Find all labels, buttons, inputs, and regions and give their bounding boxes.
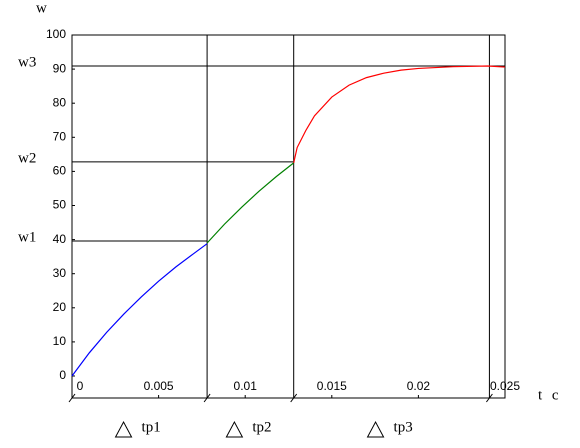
y-tick-label: 70 <box>53 129 67 143</box>
x-tick-label: 0.01 <box>234 379 258 393</box>
delta-symbol <box>366 420 385 438</box>
x-tick-label: 0.02 <box>407 379 431 393</box>
level-label: w1 <box>18 229 36 245</box>
y-tick-label: 30 <box>53 266 67 280</box>
interval-label: tp3 <box>394 419 413 435</box>
y-tick-label: 40 <box>53 232 67 246</box>
x-tick-label: 0.025 <box>490 379 520 393</box>
plot-frame <box>71 34 506 399</box>
interval-label: tp1 <box>142 419 161 435</box>
x-axis-label: t c <box>538 387 559 403</box>
y-tick-label: 10 <box>53 334 67 348</box>
x-tick-label: 0 <box>77 379 84 393</box>
delta-symbol <box>114 420 133 438</box>
y-tick-label: 60 <box>53 164 67 178</box>
y-tick-label: 50 <box>53 198 67 212</box>
axis-break <box>290 393 298 403</box>
y-tick-label: 20 <box>53 300 67 314</box>
axis-break <box>486 393 493 403</box>
curve <box>293 65 506 164</box>
curve <box>71 243 208 377</box>
curve <box>206 162 295 244</box>
interval-label: tp2 <box>252 419 271 435</box>
y-tick-label: 80 <box>53 95 67 109</box>
y-tick-label: 100 <box>46 27 66 41</box>
level-label: w3 <box>18 54 36 70</box>
delta-symbol <box>225 420 244 438</box>
level-label: w2 <box>18 150 36 166</box>
axis-break <box>68 393 76 403</box>
x-tick-label: 0.015 <box>317 379 347 393</box>
axis-break <box>203 393 211 403</box>
y-tick-label: 0 <box>59 368 66 382</box>
x-tick-label: 0.005 <box>144 379 174 393</box>
y-tick-label: 90 <box>53 61 67 75</box>
y-axis-label: w <box>36 0 47 16</box>
